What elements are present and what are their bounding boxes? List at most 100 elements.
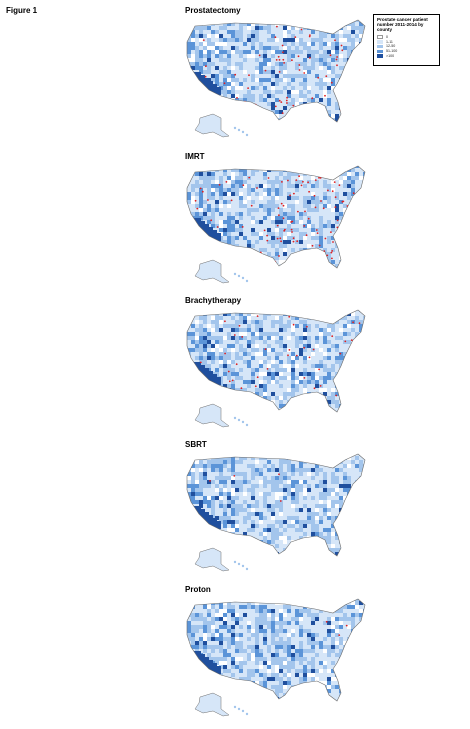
facility-marker xyxy=(288,349,291,351)
map-legend: Prostate cancer patient number 2011-2014… xyxy=(373,14,440,66)
facility-marker xyxy=(288,315,291,318)
facility-marker xyxy=(233,334,236,336)
facility-marker xyxy=(238,324,241,327)
facility-marker xyxy=(266,404,269,407)
county-tiles xyxy=(187,599,365,701)
us-outline xyxy=(186,19,366,123)
facility-marker xyxy=(222,252,225,255)
hawaii-island xyxy=(237,418,241,422)
facility-marker xyxy=(207,199,209,201)
facility-marker xyxy=(256,376,259,379)
facility-marker xyxy=(278,59,281,61)
facility-marker xyxy=(277,207,280,209)
legend-swatch xyxy=(377,35,383,39)
facility-marker xyxy=(256,315,259,317)
hawaii-island xyxy=(241,564,245,568)
facility-marker xyxy=(356,499,359,501)
facility-marker xyxy=(278,214,280,217)
facility-marker xyxy=(236,251,238,253)
facility-marker xyxy=(276,25,278,28)
facility-marker xyxy=(344,340,347,343)
facility-marker xyxy=(281,112,284,114)
legend-item-label: >100 xyxy=(386,53,395,58)
facility-marker xyxy=(282,58,285,61)
facility-marker xyxy=(316,232,319,234)
hawaii-island xyxy=(241,709,245,713)
panel-title-imrt: IMRT xyxy=(185,152,205,161)
facility-marker xyxy=(313,105,316,108)
facility-marker xyxy=(319,385,322,387)
facility-marker xyxy=(320,200,322,202)
facility-marker xyxy=(224,352,226,355)
facility-marker xyxy=(198,257,201,260)
facility-marker xyxy=(314,179,317,181)
legend-item: 0 xyxy=(377,35,436,40)
facility-marker xyxy=(286,102,288,104)
facility-marker xyxy=(278,71,281,73)
facility-marker xyxy=(216,226,219,228)
facility-marker xyxy=(287,354,289,357)
facility-marker xyxy=(350,339,353,341)
facility-marker xyxy=(327,189,329,192)
facility-marker xyxy=(335,58,338,61)
facility-marker xyxy=(223,82,226,85)
facility-marker xyxy=(297,210,299,213)
panel-title-proton: Proton xyxy=(185,585,211,594)
facility-marker xyxy=(278,255,280,257)
facility-marker xyxy=(291,220,294,223)
hawaii-island xyxy=(233,272,237,276)
facility-marker xyxy=(332,174,335,177)
facility-marker xyxy=(199,187,202,190)
facility-marker xyxy=(225,181,228,183)
facility-marker xyxy=(343,81,346,83)
us-county-map-imrt xyxy=(175,162,375,292)
facility-marker xyxy=(325,75,328,78)
facility-marker xyxy=(303,547,305,549)
facility-marker xyxy=(264,69,267,72)
facility-marker xyxy=(194,199,197,202)
facility-marker xyxy=(303,377,306,379)
facility-marker xyxy=(346,95,348,98)
facility-marker xyxy=(338,634,341,636)
facility-marker xyxy=(256,187,258,189)
facility-marker xyxy=(266,234,268,237)
facility-marker xyxy=(324,94,326,97)
facility-marker xyxy=(210,237,213,240)
facility-marker xyxy=(292,323,295,326)
facility-marker xyxy=(329,54,332,57)
facility-marker xyxy=(317,76,320,79)
facility-marker xyxy=(353,260,355,263)
facility-marker xyxy=(357,259,360,262)
facility-marker xyxy=(342,404,345,407)
facility-marker xyxy=(198,252,201,254)
alaska-inset xyxy=(194,692,230,717)
facility-marker xyxy=(241,226,244,228)
facility-marker xyxy=(298,64,301,66)
facility-marker xyxy=(326,254,329,257)
map-svg xyxy=(186,453,366,572)
facility-marker xyxy=(199,361,202,364)
facility-marker xyxy=(236,97,238,99)
facility-marker xyxy=(356,361,359,364)
facility-marker xyxy=(294,36,297,38)
facility-marker xyxy=(282,217,285,220)
facility-marker xyxy=(330,251,333,254)
hawaii-island xyxy=(237,707,241,711)
legend-item-label: 12-50 xyxy=(386,44,396,49)
facility-marker xyxy=(210,219,213,222)
facility-marker xyxy=(292,240,295,243)
facility-marker xyxy=(250,204,253,207)
panel-title-brachytherapy: Brachytherapy xyxy=(185,296,242,305)
legend-item: 12-50 xyxy=(377,44,436,49)
hawaii-island xyxy=(245,133,249,137)
facility-marker xyxy=(282,204,285,207)
map-svg xyxy=(186,19,366,138)
facility-marker xyxy=(287,179,289,182)
panel-title-sbrt: SBRT xyxy=(185,440,207,449)
facility-marker xyxy=(196,207,199,210)
facility-marker xyxy=(279,500,282,502)
hawaii-island xyxy=(233,705,237,709)
facility-marker xyxy=(313,194,316,197)
facility-marker xyxy=(314,206,317,209)
facility-marker xyxy=(357,79,360,82)
